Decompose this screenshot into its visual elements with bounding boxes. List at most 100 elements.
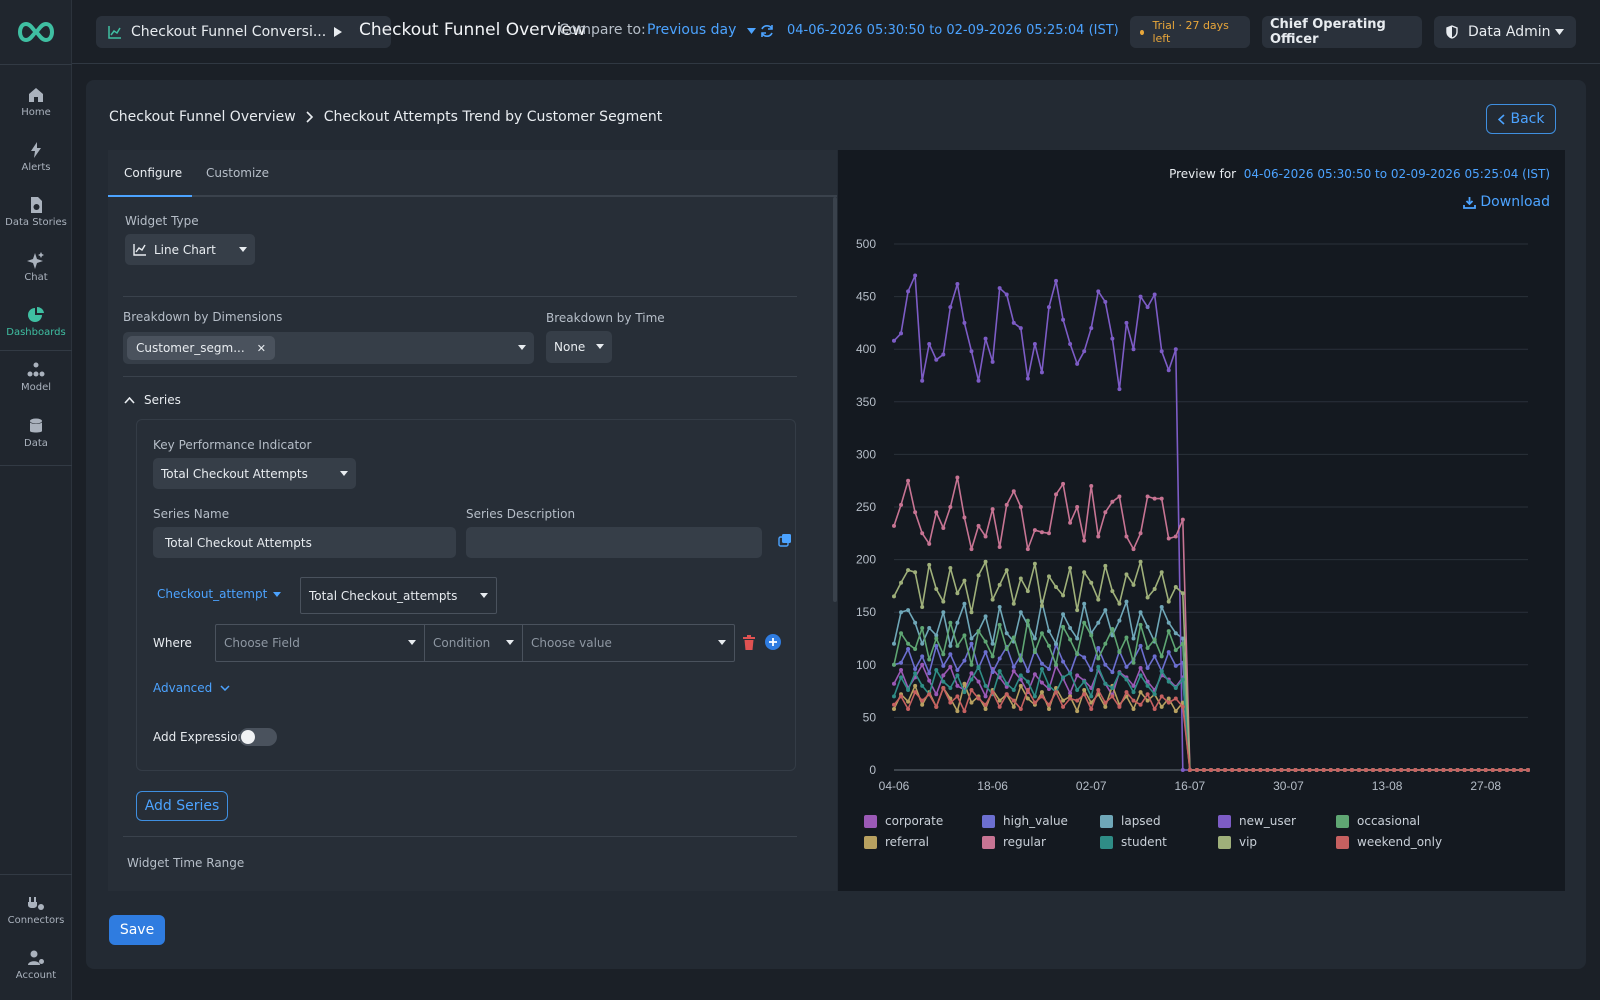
bolt-icon [31,142,41,158]
breadcrumb: Checkout Funnel Overview Checkout Attemp… [109,109,662,125]
data-point-weekend_only [1293,768,1298,772]
legend-item-vip[interactable]: vip [1218,835,1257,849]
filter-row: Choose Field Condition Choose value [215,624,735,662]
legend-item-lapsed[interactable]: lapsed [1100,814,1161,828]
chevron-down-icon [340,470,348,476]
data-point-weekend_only [1518,768,1523,772]
y-tick-label: 300 [856,447,876,461]
save-button[interactable]: Save [109,915,165,945]
breadcrumb-parent[interactable]: Checkout Funnel Overview [109,109,296,125]
widget-editor: Checkout Funnel Overview Checkout Attemp… [86,80,1586,969]
brand-logo-icon[interactable] [16,18,56,46]
sidebar-item-connectors[interactable]: Connectors [0,893,72,926]
filter-condition-placeholder: Condition [433,636,491,650]
data-point-vip [920,604,925,609]
data-point-regular [969,547,974,552]
legend-swatch [1218,835,1231,849]
data-point-weekend_only [920,698,925,703]
dashboard-selector[interactable]: Checkout Funnel Conversi... [96,16,391,48]
legend-item-student[interactable]: student [1100,835,1167,849]
filter-field-select[interactable]: Choose Field [216,625,425,661]
data-point-referral [1138,690,1143,695]
kpi-select[interactable]: Total Checkout Attempts [153,458,356,489]
preview-label: Preview for [1169,167,1237,181]
data-point-student [969,677,974,682]
legend-item-corporate[interactable]: corporate [864,814,943,828]
metric-aggregation-select[interactable]: Total Checkout_attempts [300,577,497,614]
legend-item-high_value[interactable]: high_value [982,814,1068,828]
data-point-occasional [1004,647,1009,652]
sidebar-item-data-stories[interactable]: Data Stories [0,195,72,228]
data-point-student [1138,673,1143,678]
sidebar-item-chat[interactable]: Chat [0,250,72,283]
trash-icon[interactable] [743,635,755,650]
compare-dropdown[interactable]: Previous day [647,22,756,38]
data-point-high_value [1096,645,1101,650]
widget-type-select[interactable]: Line Chart [125,234,255,265]
sidebar-item-home[interactable]: Home [0,85,72,118]
tab-configure[interactable]: Configure [124,166,183,180]
data-point-corporate [934,692,939,697]
series-name-label: Series Name [153,507,230,521]
series-name-input[interactable]: Total Checkout Attempts [153,527,456,558]
page-title: Checkout Funnel Overview [359,20,586,40]
metric-source-dropdown[interactable]: Checkout_attempt [157,587,282,601]
tab-customize[interactable]: Customize [206,166,269,180]
copy-icon[interactable] [778,533,792,547]
role-badge[interactable]: Chief Operating Officer [1262,16,1422,48]
data-point-student [1046,683,1051,688]
data-point-corporate [899,668,904,673]
user-menu[interactable]: Data Admin [1434,16,1576,48]
data-point-high_value [1046,667,1051,672]
advanced-toggle[interactable]: Advanced [153,681,230,695]
series-description-input[interactable] [466,527,762,558]
refresh-icon[interactable] [760,24,774,38]
legend-item-regular[interactable]: regular [982,835,1046,849]
back-button[interactable]: Back [1486,104,1556,134]
sidebar-item-model[interactable]: Model [0,360,72,393]
series-line-occasional [893,619,1528,771]
legend-item-referral[interactable]: referral [864,835,929,849]
add-expression-toggle[interactable] [239,728,277,746]
filter-condition-select[interactable]: Condition [425,625,523,661]
breakdown-time-select[interactable]: None [546,331,612,363]
data-point-student [934,668,939,673]
sidebar-item-alerts[interactable]: Alerts [0,140,72,173]
legend-item-weekend_only[interactable]: weekend_only [1336,835,1442,849]
y-tick-label: 150 [856,605,876,619]
data-point-student [955,673,960,678]
data-point-occasional [1032,650,1037,655]
series-section-toggle[interactable]: Series [124,393,181,407]
scrollbar[interactable] [833,197,837,602]
data-point-weekend_only [1349,768,1354,772]
sidebar-item-account[interactable]: Account [0,948,72,981]
widget-time-range-label[interactable]: Widget Time Range [127,856,245,870]
data-point-lapsed [1103,608,1108,613]
series-header: Series [144,393,181,407]
data-point-weekend_only [1230,768,1235,772]
filter-value-select[interactable]: Choose value [523,625,734,661]
legend-item-occasional[interactable]: occasional [1336,814,1420,828]
sidebar-item-data[interactable]: Data [0,416,72,449]
data-point-lapsed [1046,629,1051,634]
add-filter-icon[interactable] [765,634,781,650]
data-point-weekend_only [1061,704,1066,709]
breakdown-dimensions-select[interactable]: Customer_segm... ✕ [123,332,534,364]
data-point-weekend_only [1356,768,1361,772]
date-range-picker[interactable]: 04-06-2026 05:30:50 to 02-09-2026 05:25:… [787,23,1119,38]
data-point-weekend_only [1216,768,1221,772]
add-series-button[interactable]: Add Series [136,791,228,821]
legend-item-new_user[interactable]: new_user [1218,814,1296,828]
sidebar-item-label: Chat [24,272,48,283]
data-point-occasional [899,631,904,636]
data-point-weekend_only [1237,768,1242,772]
data-point-occasional [1152,637,1157,642]
download-button[interactable]: Download [1463,194,1550,210]
data-point-new_user [1110,336,1115,341]
data-point-weekend_only [1286,768,1291,772]
sidebar-item-dashboards[interactable]: Dashboards [0,305,72,338]
data-point-vip [1152,587,1157,592]
data-point-weekend_only [1082,692,1087,697]
line-chart: 0 50 100 150 200 250 300 350 400 450 500 04-06 18-06… [856,237,1530,793]
remove-chip-icon[interactable]: ✕ [256,341,266,355]
